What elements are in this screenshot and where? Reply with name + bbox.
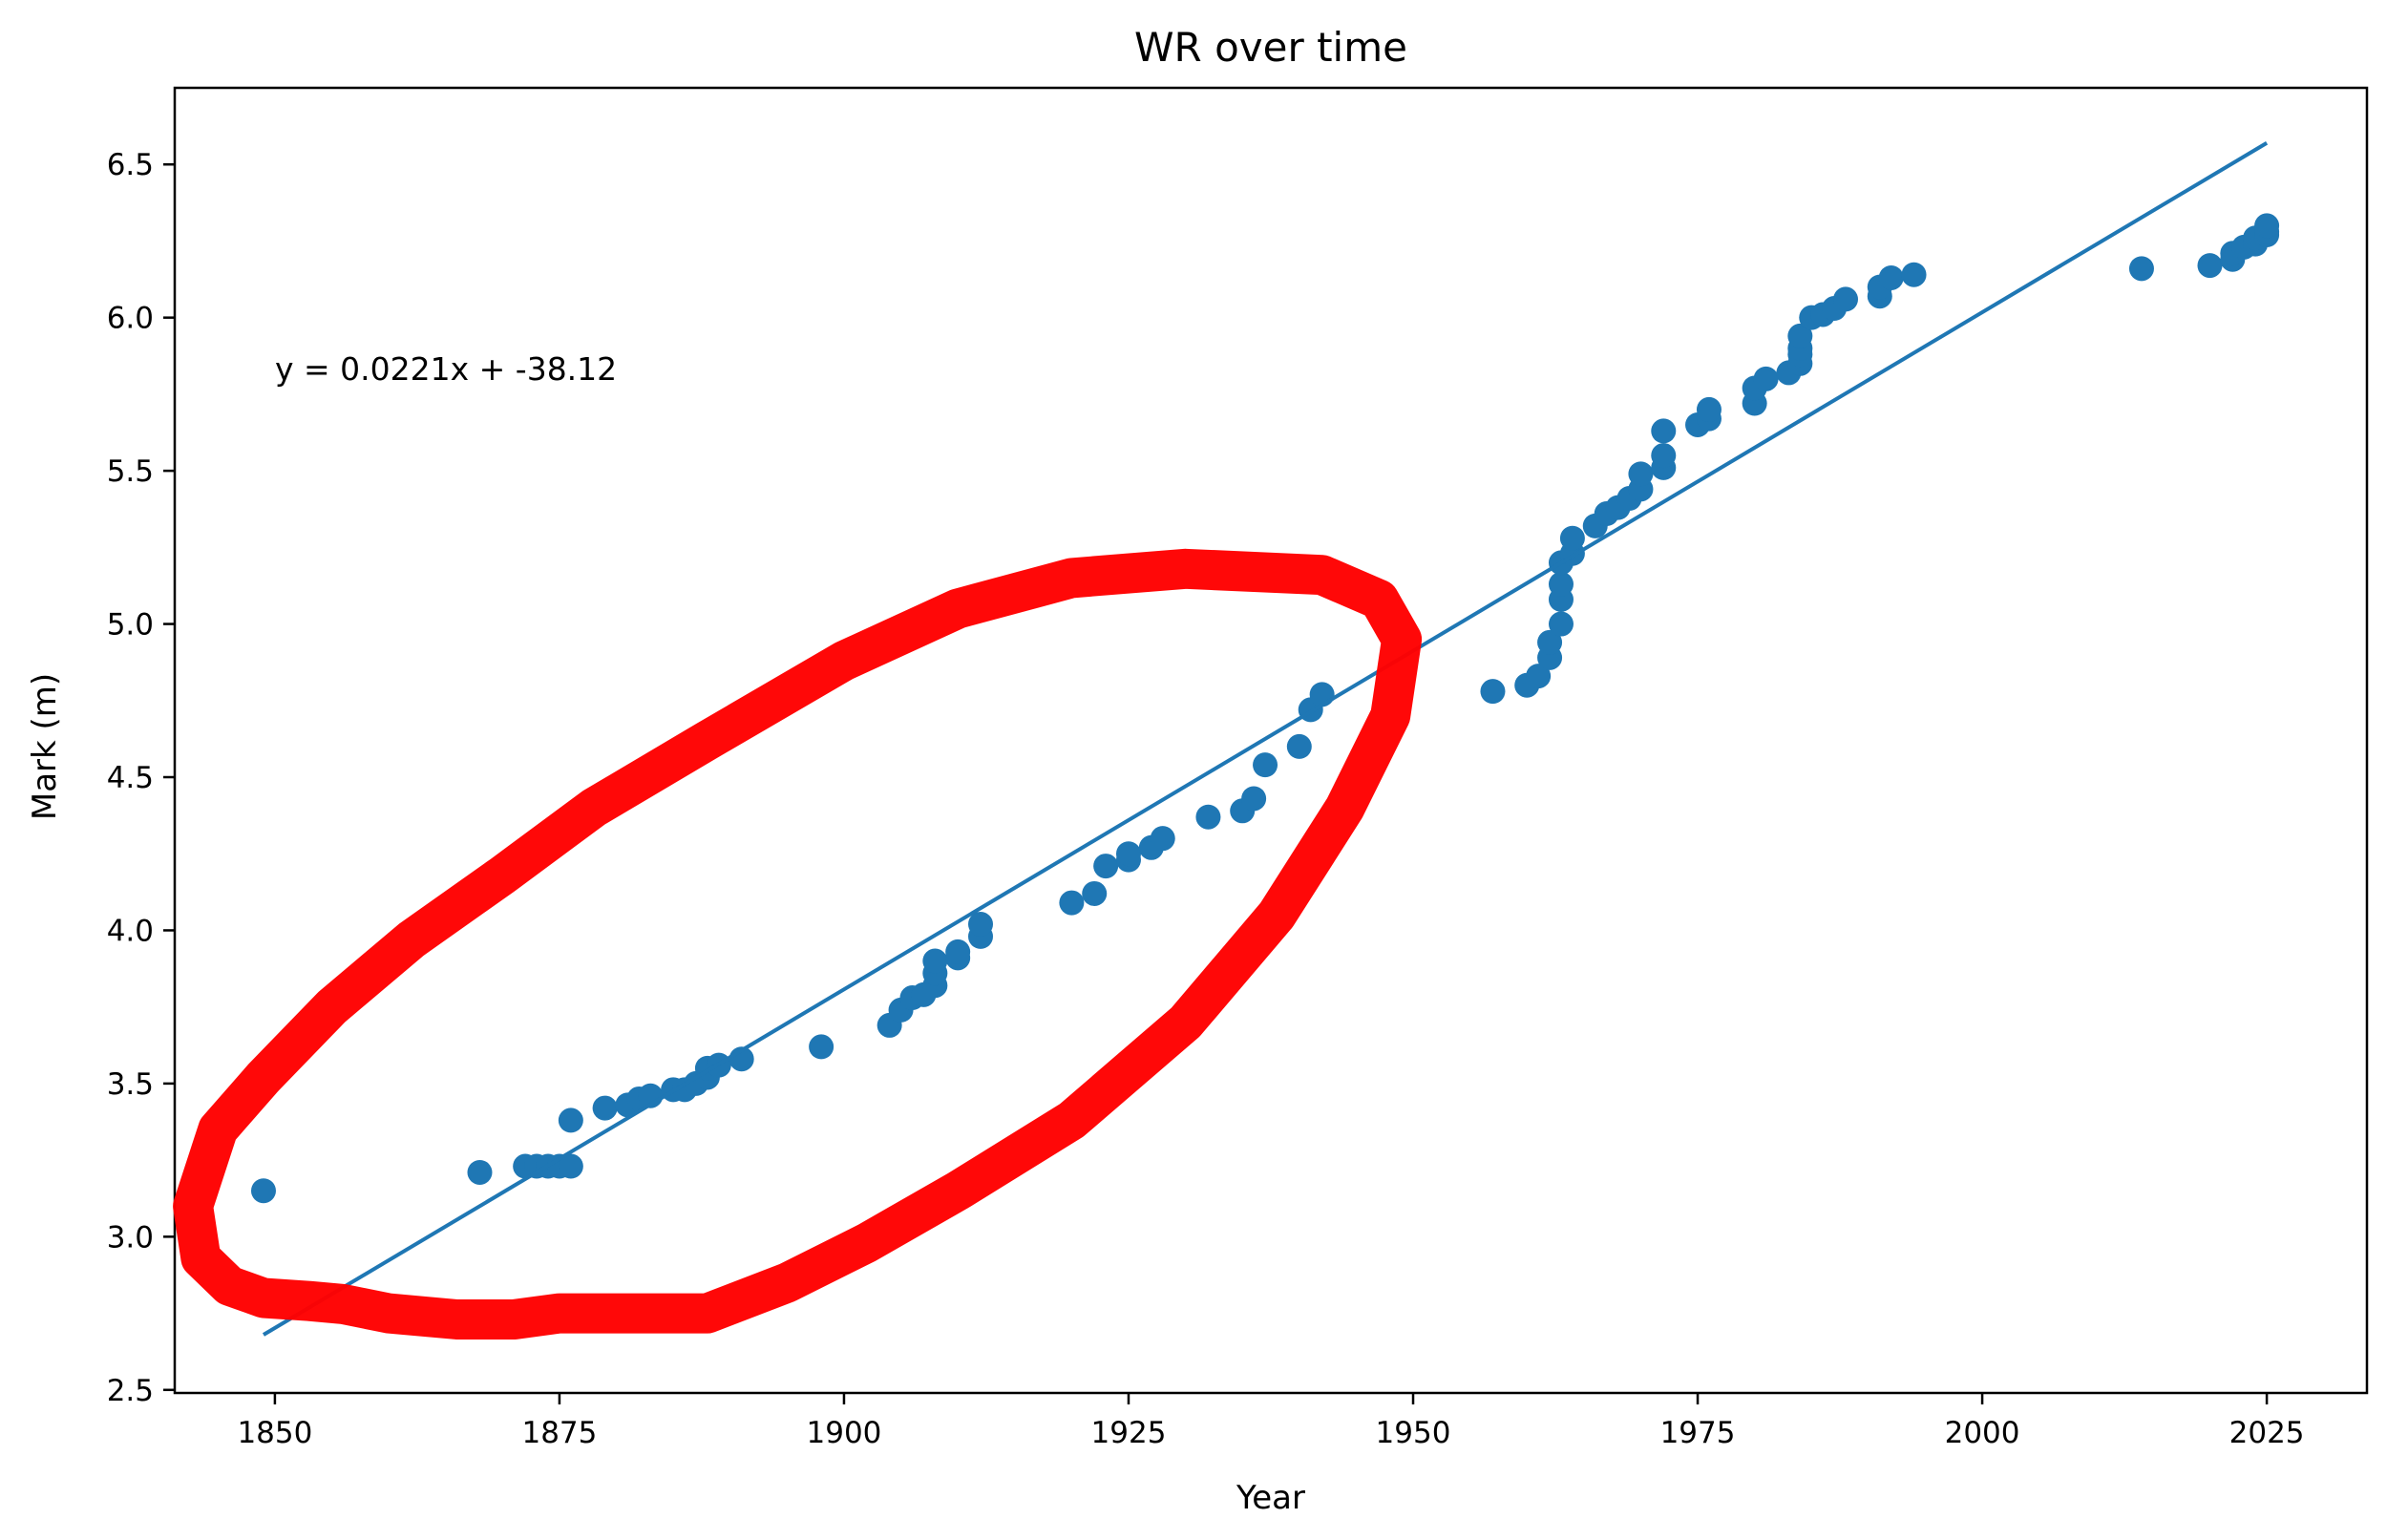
data-point bbox=[1548, 571, 1574, 597]
data-point bbox=[1253, 752, 1278, 778]
data-marks bbox=[250, 213, 2280, 1204]
data-point bbox=[1195, 804, 1221, 830]
data-point bbox=[1093, 854, 1119, 879]
plot-frame bbox=[173, 86, 2369, 1395]
y-axis-label: Mark (m) bbox=[26, 673, 64, 820]
data-point bbox=[945, 939, 971, 964]
data-point bbox=[1059, 890, 1085, 916]
trend-line bbox=[262, 141, 2269, 1337]
y-tick-label: 6.0 bbox=[107, 302, 154, 336]
y-tick-label: 4.5 bbox=[107, 761, 154, 795]
x-tick-label: 1975 bbox=[1660, 1416, 1736, 1450]
data-point bbox=[1241, 786, 1267, 812]
y-tick-label: 3.0 bbox=[107, 1220, 154, 1255]
chart-title: WR over time bbox=[1134, 24, 1407, 71]
data-point bbox=[1480, 679, 1506, 705]
data-point bbox=[1753, 366, 1779, 391]
data-point bbox=[1901, 262, 1927, 287]
y-tick-label: 4.0 bbox=[107, 914, 154, 948]
data-point bbox=[1628, 461, 1654, 487]
data-point bbox=[809, 1034, 834, 1060]
x-tick-label: 2025 bbox=[2229, 1416, 2305, 1450]
data-point bbox=[1150, 826, 1175, 852]
y-tick-label: 5.5 bbox=[107, 454, 154, 489]
data-point bbox=[592, 1095, 618, 1121]
data-point bbox=[968, 912, 994, 938]
x-tick-label: 1900 bbox=[807, 1416, 882, 1450]
x-tick-label: 1925 bbox=[1091, 1416, 1167, 1450]
data-point bbox=[250, 1178, 276, 1204]
data-point bbox=[1286, 733, 1312, 759]
data-point bbox=[1878, 264, 1904, 290]
data-point bbox=[467, 1159, 493, 1185]
y-tick-label: 6.5 bbox=[107, 148, 154, 182]
data-point bbox=[922, 948, 948, 974]
equation-annotation: y = 0.0221x + -38.12 bbox=[275, 350, 617, 388]
data-point bbox=[1526, 664, 1552, 689]
y-tick-label: 3.5 bbox=[107, 1067, 154, 1102]
data-point bbox=[558, 1153, 583, 1179]
x-axis-label: Year bbox=[1236, 1479, 1305, 1517]
x-tick-label: 2000 bbox=[1945, 1416, 2020, 1450]
fit-line-layer bbox=[262, 141, 2269, 1337]
highlight-circle bbox=[173, 548, 1423, 1340]
data-point bbox=[2254, 213, 2280, 239]
data-point bbox=[1651, 418, 1677, 444]
data-point bbox=[1787, 323, 1813, 348]
data-point bbox=[1559, 525, 1585, 551]
data-point bbox=[1833, 286, 1859, 312]
plot-area bbox=[173, 86, 2369, 1395]
data-point bbox=[1082, 880, 1108, 906]
x-tick-label: 1875 bbox=[521, 1416, 597, 1450]
axes: 1850 1875 1900 1925 1950 1975 2000 2025 2.5 3.0 3.… bbox=[107, 148, 2305, 1450]
data-point bbox=[558, 1108, 583, 1133]
y-tick-label: 5.0 bbox=[107, 608, 154, 643]
data-point bbox=[1548, 611, 1574, 637]
data-point bbox=[1651, 443, 1677, 469]
y-tick-label: 2.5 bbox=[107, 1374, 154, 1408]
data-point bbox=[2128, 256, 2154, 282]
data-point bbox=[1696, 396, 1722, 422]
highlight-layer bbox=[173, 548, 1423, 1340]
data-point bbox=[1115, 841, 1141, 867]
data-point bbox=[2197, 253, 2223, 279]
x-tick-label: 1850 bbox=[237, 1416, 312, 1450]
x-tick-label: 1950 bbox=[1376, 1416, 1451, 1450]
data-point bbox=[1537, 629, 1563, 655]
